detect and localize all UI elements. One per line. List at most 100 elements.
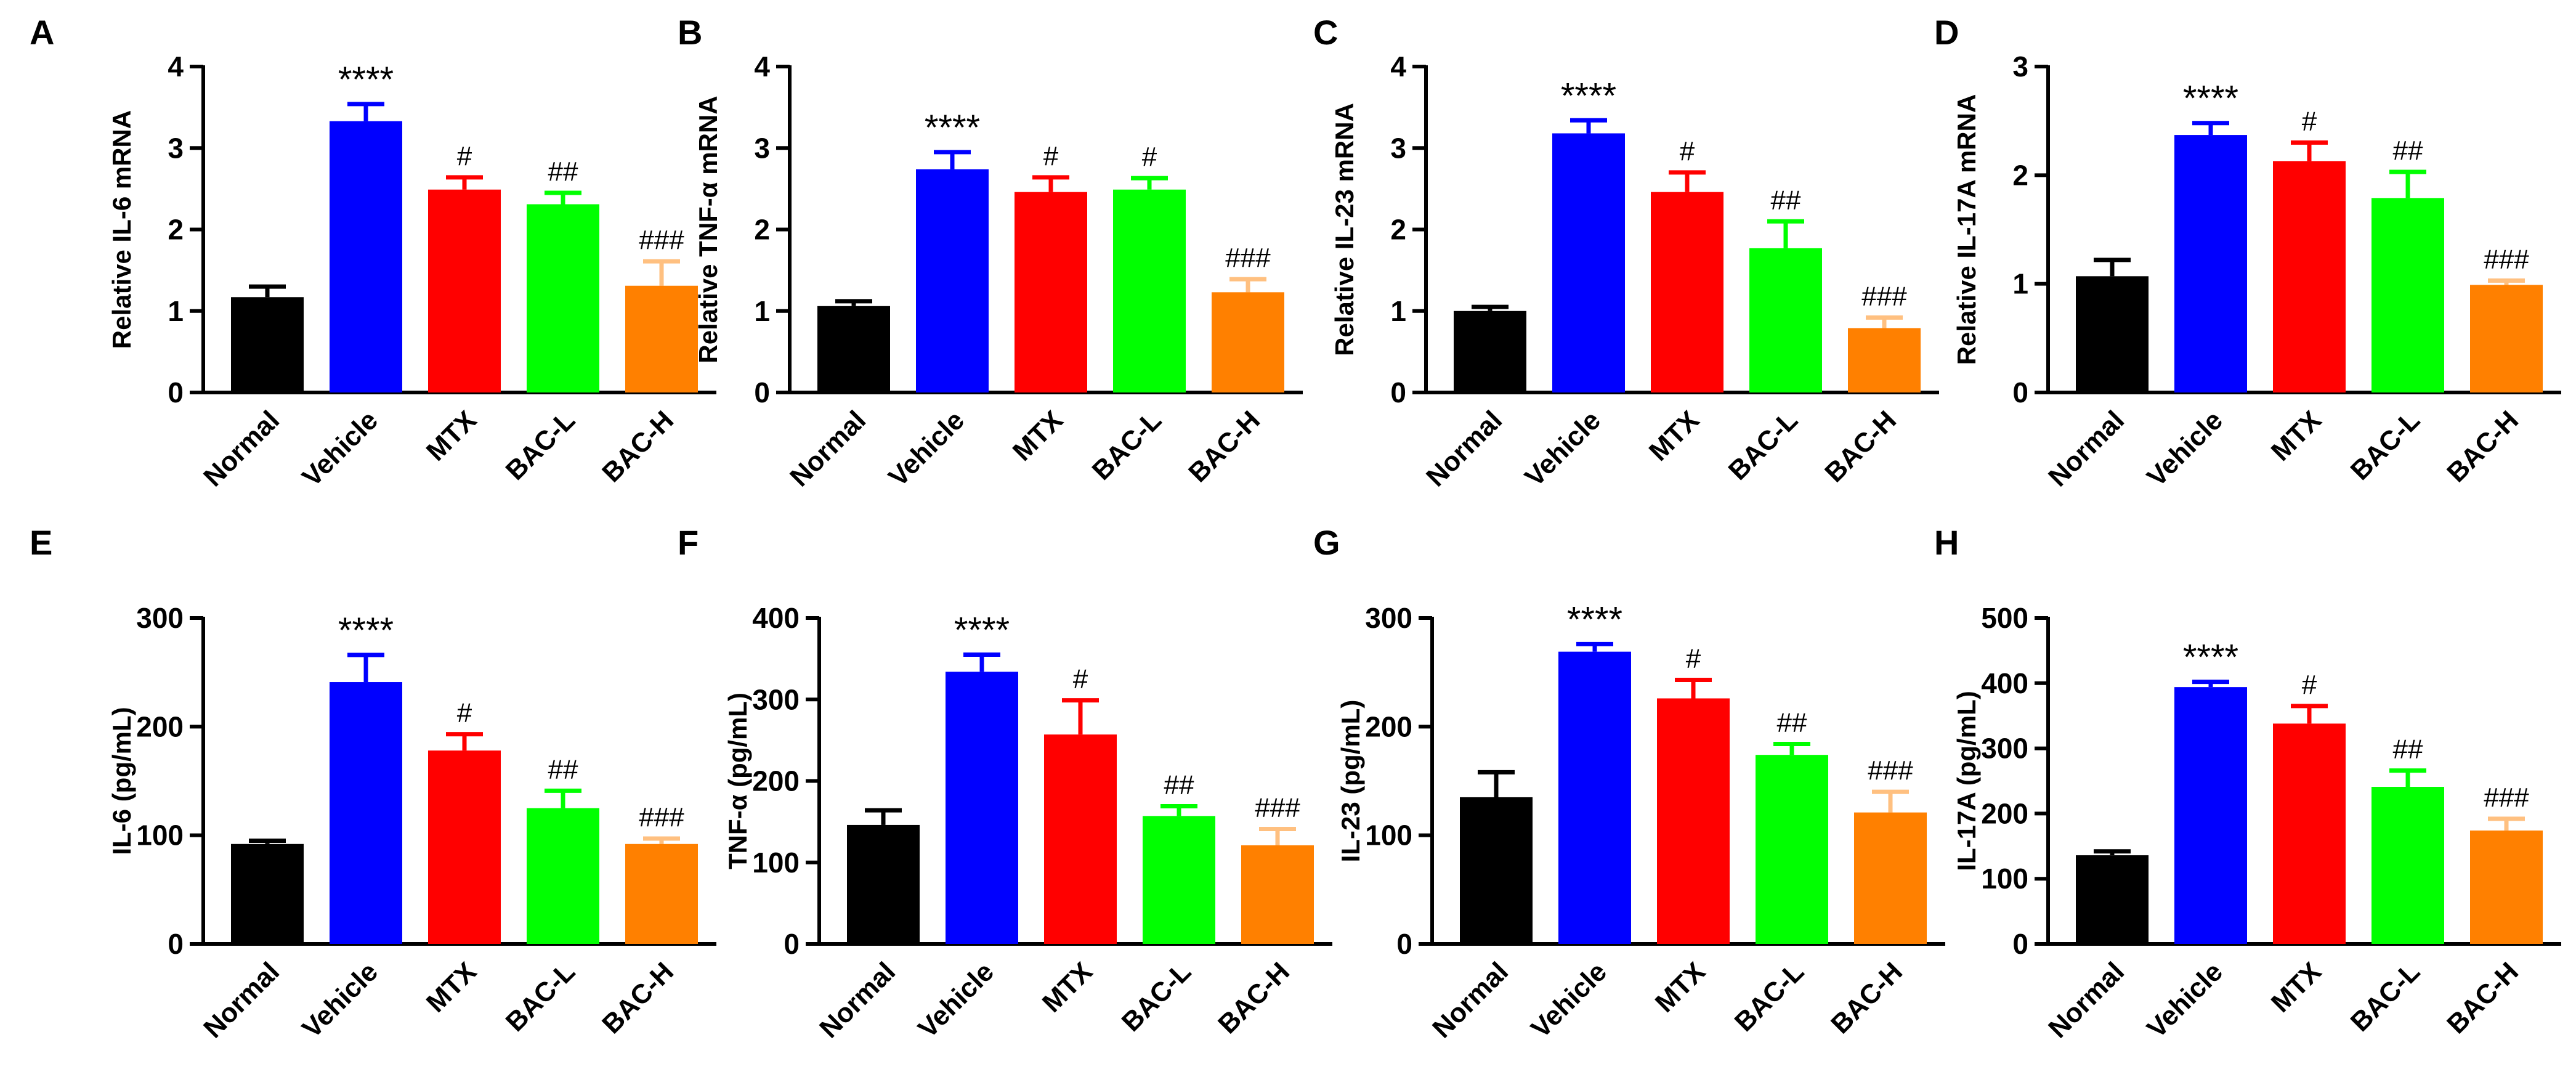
bar-vehicle xyxy=(330,682,402,944)
y-tick-label: 400 xyxy=(1981,667,2028,699)
bar-bac-h xyxy=(2470,285,2543,392)
x-tick-label: Normal xyxy=(1420,405,1508,492)
bar-bac-l xyxy=(1749,248,1822,392)
panel-label: H xyxy=(1934,523,1959,562)
bar-mtx xyxy=(428,189,501,392)
bar-normal xyxy=(1454,311,1526,392)
bar-bac-h xyxy=(1854,812,1927,944)
y-tick-label: 100 xyxy=(1365,819,1412,852)
bar-vehicle xyxy=(916,169,989,392)
y-tick-label: 1 xyxy=(168,295,184,327)
significance-label: **** xyxy=(1567,600,1622,640)
x-tick-label: BAC-H xyxy=(2441,405,2524,488)
bar-bac-l xyxy=(527,204,599,392)
x-tick-label: Vehicle xyxy=(912,956,1000,1044)
significance-label: ## xyxy=(548,754,578,784)
x-tick-label: BAC-L xyxy=(2345,405,2426,486)
significance-label: ## xyxy=(2393,734,2423,765)
y-tick-label: 0 xyxy=(2012,928,2028,960)
y-tick-label: 4 xyxy=(168,51,184,83)
chart-panel-e: E 0 100 200 300 IL-6 (pg/mL) Normal **** Vehicle… xyxy=(30,523,716,1044)
x-tick-label: BAC-L xyxy=(2345,956,2426,1037)
significance-label: **** xyxy=(1561,76,1616,116)
y-tick-label: 4 xyxy=(1390,51,1406,83)
y-tick-label: 300 xyxy=(752,683,800,715)
bar-bac-l xyxy=(2371,198,2444,392)
significance-label: # xyxy=(1680,136,1695,166)
y-tick-label: 2 xyxy=(1390,214,1406,246)
y-axis-label: Relative IL-23 mRNA xyxy=(1330,103,1359,356)
bar-normal xyxy=(231,297,304,392)
panel-label: B xyxy=(678,13,702,52)
x-tick-label: MTX xyxy=(1643,405,1705,466)
y-axis-label: IL-17A (pg/mL) xyxy=(1952,691,1981,871)
bar-mtx xyxy=(1015,192,1087,392)
y-tick-label: 300 xyxy=(1981,733,2028,765)
significance-label: ## xyxy=(1777,708,1807,738)
x-tick-label: MTX xyxy=(421,956,482,1018)
y-tick-label: 0 xyxy=(754,376,770,408)
significance-label: ### xyxy=(2484,782,2529,813)
bar-normal xyxy=(2076,855,2149,944)
bar-bac-h xyxy=(625,285,698,392)
y-tick-label: 100 xyxy=(752,847,800,879)
significance-label: # xyxy=(2302,106,2317,136)
y-axis-label: Relative TNF-α mRNA xyxy=(694,96,723,363)
y-axis-label: IL-6 (pg/mL) xyxy=(107,707,136,855)
y-tick-label: 2 xyxy=(168,214,184,246)
significance-label: # xyxy=(1043,141,1059,171)
y-axis-label: Relative IL-6 mRNA xyxy=(107,110,136,349)
significance-label: ### xyxy=(639,225,684,255)
bar-bac-h xyxy=(625,843,698,944)
significance-label: ### xyxy=(2484,244,2529,274)
significance-label: ### xyxy=(1255,793,1300,823)
y-tick-label: 4 xyxy=(754,51,770,83)
y-tick-label: 200 xyxy=(1365,710,1412,742)
bar-bac-h xyxy=(1212,292,1284,392)
y-tick-label: 0 xyxy=(1390,376,1406,408)
panel-label: C xyxy=(1313,13,1338,52)
x-tick-label: Normal xyxy=(784,405,872,492)
y-tick-label: 1 xyxy=(754,295,770,327)
x-tick-label: Vehicle xyxy=(883,405,970,492)
y-tick-label: 0 xyxy=(168,376,184,408)
significance-label: # xyxy=(457,698,472,728)
significance-label: ### xyxy=(639,802,684,832)
x-tick-label: Normal xyxy=(198,956,285,1044)
bar-bac-h xyxy=(1241,845,1314,944)
y-tick-label: 2 xyxy=(754,214,770,246)
y-tick-label: 2 xyxy=(2012,159,2028,191)
significance-label: ## xyxy=(1771,185,1801,215)
y-tick-label: 300 xyxy=(1365,602,1412,634)
significance-label: ### xyxy=(1868,755,1913,786)
significance-label: # xyxy=(1686,644,1701,674)
significance-label: **** xyxy=(338,611,394,651)
significance-label: **** xyxy=(338,60,394,100)
significance-label: # xyxy=(1073,664,1088,694)
chart-panel-f: F 0 100 200 300 400 TNF-α (pg/mL) Normal **** Veh… xyxy=(678,523,1332,1044)
y-tick-label: 3 xyxy=(1390,132,1406,164)
significance-label: ## xyxy=(1164,770,1194,800)
y-tick-label: 100 xyxy=(136,819,184,852)
panel-label: G xyxy=(1313,523,1340,562)
chart-panel-d: D 0 1 2 3 Relative IL-17A mRNA Normal **** Vehic… xyxy=(1934,13,2561,492)
panel-label: D xyxy=(1934,13,1959,52)
x-tick-label: MTX xyxy=(1650,956,1711,1018)
x-tick-label: BAC-H xyxy=(1819,405,1902,488)
x-tick-label: BAC-L xyxy=(500,956,581,1037)
x-tick-label: Vehicle xyxy=(1525,956,1613,1044)
y-tick-label: 1 xyxy=(1390,295,1406,327)
x-tick-label: BAC-L xyxy=(500,405,581,486)
y-tick-label: 200 xyxy=(752,765,800,797)
y-tick-label: 200 xyxy=(136,710,184,742)
x-tick-label: BAC-H xyxy=(596,405,679,488)
x-tick-label: MTX xyxy=(421,405,482,466)
x-tick-label: Normal xyxy=(198,405,285,492)
bar-bac-h xyxy=(1848,328,1921,392)
x-tick-label: Vehicle xyxy=(2141,956,2229,1044)
significance-label: # xyxy=(1142,142,1157,172)
bar-mtx xyxy=(1657,698,1730,944)
x-tick-label: Vehicle xyxy=(296,956,384,1044)
significance-label: **** xyxy=(925,108,980,148)
